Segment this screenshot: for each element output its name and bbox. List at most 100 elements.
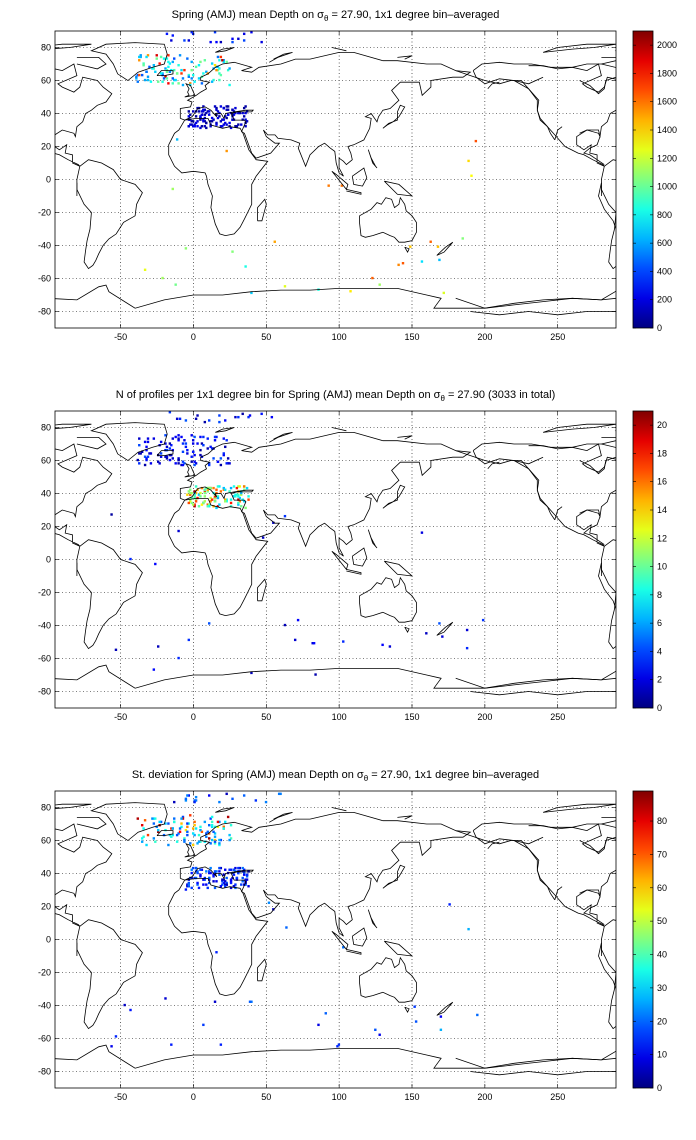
data-cell <box>196 414 199 417</box>
data-cell <box>202 444 205 447</box>
data-cell <box>234 415 237 419</box>
data-cell <box>143 463 147 467</box>
data-cell <box>242 873 246 876</box>
data-cell <box>205 832 208 835</box>
data-cell <box>420 260 424 263</box>
data-cell <box>194 65 198 69</box>
data-cell <box>224 115 227 118</box>
data-cell <box>171 448 174 452</box>
coastline <box>579 129 605 165</box>
data-cell <box>240 491 243 495</box>
data-cell <box>250 1000 253 1003</box>
data-cell <box>199 495 202 498</box>
data-cell <box>187 881 190 885</box>
data-cell <box>244 111 247 115</box>
data-cell <box>165 455 169 458</box>
coastline <box>351 547 368 567</box>
data-cell <box>194 462 198 465</box>
data-cells <box>110 792 479 1048</box>
data-cell <box>216 495 220 498</box>
data-cell <box>212 873 215 876</box>
data-cell <box>381 643 384 647</box>
data-cell <box>222 873 225 876</box>
data-cell <box>203 113 207 116</box>
data-cell <box>212 486 215 490</box>
coastline <box>384 180 414 197</box>
data-cell <box>210 820 214 824</box>
data-cell <box>296 618 300 622</box>
data-cell <box>247 885 250 888</box>
data-cell <box>178 830 182 833</box>
data-cell <box>218 59 221 62</box>
y-tick-label: 20 <box>41 142 51 152</box>
data-cell <box>152 837 156 840</box>
data-cell <box>216 55 220 59</box>
data-cell <box>224 868 227 871</box>
data-cell <box>218 72 221 75</box>
data-cell <box>317 1023 320 1027</box>
data-cell <box>208 622 211 625</box>
data-cell <box>196 442 199 445</box>
data-cell <box>157 830 160 833</box>
data-cell <box>272 908 275 911</box>
coastline <box>346 569 362 575</box>
data-cell <box>229 878 233 881</box>
data-cell <box>200 113 204 116</box>
data-cell <box>231 113 234 116</box>
data-cell <box>311 642 314 645</box>
x-tick-label: 200 <box>477 332 492 342</box>
y-tick-label: -60 <box>38 1034 51 1044</box>
coastline <box>384 940 414 957</box>
data-cell <box>139 55 142 59</box>
data-cell <box>231 37 234 40</box>
coastline <box>579 836 616 855</box>
colorbar-tick-label: 0 <box>657 703 662 713</box>
data-cell <box>146 75 150 78</box>
coastline <box>472 61 616 167</box>
data-cell <box>378 283 381 286</box>
data-cell <box>229 498 233 501</box>
y-tick-label: -80 <box>38 307 51 317</box>
data-cell <box>232 495 236 498</box>
coastline <box>76 539 143 650</box>
data-cell <box>235 878 239 881</box>
coastline <box>55 1044 616 1069</box>
data-cell <box>210 824 214 827</box>
data-cell <box>190 123 193 126</box>
y-tick-label: 20 <box>41 902 51 912</box>
data-cell <box>168 833 172 837</box>
data-cell <box>235 493 239 496</box>
data-cell <box>168 453 172 457</box>
x-tick-label: -50 <box>114 1092 127 1102</box>
data-cell <box>240 505 243 508</box>
coastline <box>257 198 267 222</box>
data-cell <box>219 885 223 888</box>
data-cell <box>222 488 225 491</box>
data-cell <box>168 411 172 414</box>
data-cell <box>226 68 230 72</box>
data-cell <box>222 881 225 885</box>
data-cell <box>206 886 209 890</box>
data-cell <box>186 885 189 888</box>
data-cell <box>245 120 249 123</box>
data-cell <box>209 40 212 44</box>
coastline <box>542 803 616 813</box>
data-cell <box>237 415 240 419</box>
data-cell <box>244 265 247 268</box>
data-cell <box>199 875 202 878</box>
data-cell <box>234 111 237 115</box>
data-cell <box>187 490 190 493</box>
data-cell <box>177 434 180 437</box>
y-tick-label: 40 <box>41 489 51 499</box>
data-cell <box>164 67 167 70</box>
coastline <box>579 889 605 925</box>
data-cell <box>190 455 193 458</box>
data-cell <box>186 452 189 455</box>
data-cell <box>197 840 201 843</box>
data-cell <box>171 827 174 830</box>
data-cell <box>238 111 241 115</box>
data-cell <box>238 866 241 870</box>
data-cell <box>167 822 170 825</box>
data-cell <box>136 80 139 83</box>
data-cell <box>161 73 164 77</box>
